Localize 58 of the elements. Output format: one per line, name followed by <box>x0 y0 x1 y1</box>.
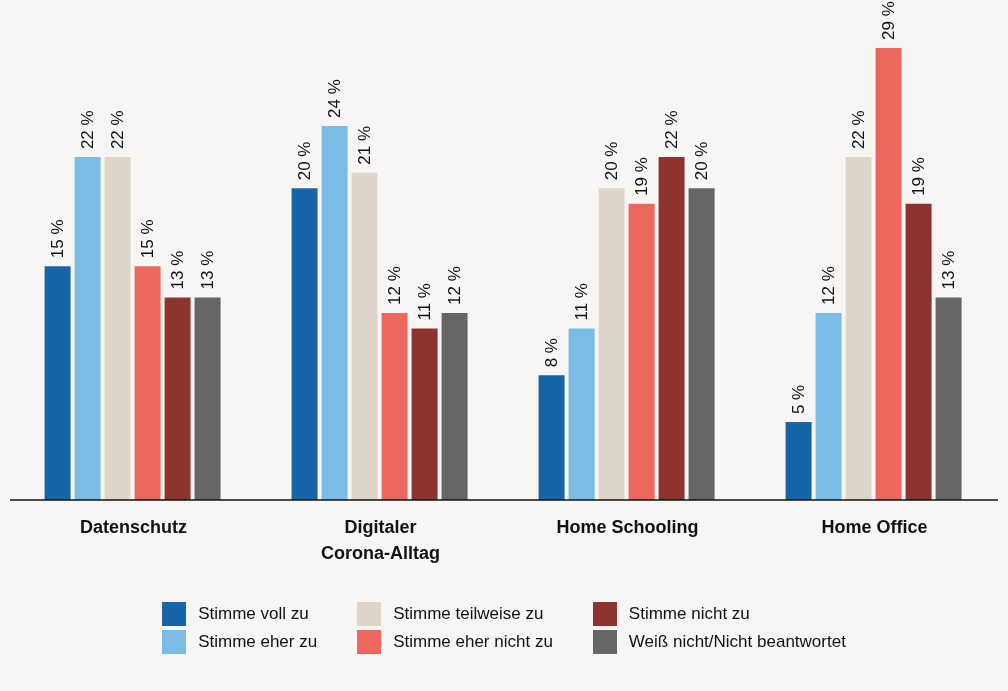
data-label: 22 % <box>662 110 682 150</box>
legend-label: Stimme nicht zu <box>628 604 750 624</box>
data-label: 24 % <box>325 79 345 118</box>
legend-label: Stimme voll zu <box>198 604 309 624</box>
bar <box>104 157 131 500</box>
data-label: 19 % <box>909 157 929 196</box>
x-tick-label: Digitaler Corona-Alltag <box>321 516 440 563</box>
data-label: 13 % <box>198 250 218 290</box>
legend-label: Stimme teilweise zu <box>393 604 544 624</box>
bar <box>44 266 71 500</box>
bar <box>194 297 221 500</box>
data-label: 12 % <box>445 266 465 305</box>
data-label: 11 % <box>415 283 435 321</box>
bar <box>875 48 902 500</box>
bar <box>321 125 348 500</box>
data-label: 12 % <box>385 266 405 305</box>
data-label: 8 % <box>542 338 562 368</box>
data-label: 19 % <box>632 157 652 196</box>
data-label: 22 % <box>78 110 98 150</box>
bar <box>381 312 408 500</box>
bar <box>905 203 932 500</box>
bar <box>568 328 595 500</box>
data-label: 13 % <box>939 250 959 290</box>
bar <box>935 297 962 500</box>
data-label: 20 % <box>602 141 622 181</box>
legend-label: Stimme eher zu <box>198 632 318 652</box>
x-tick-label: Home Schooling <box>556 516 699 537</box>
bar <box>658 157 685 500</box>
data-label: 22 % <box>108 110 128 150</box>
bar <box>134 266 161 500</box>
bar <box>291 188 318 500</box>
data-label: 13 % <box>168 250 188 290</box>
bar <box>538 375 565 500</box>
bar <box>164 297 191 500</box>
bar <box>845 157 872 500</box>
data-label: 5 % <box>789 384 809 415</box>
data-label: 22 % <box>849 110 869 150</box>
x-tick-label: Datenschutz <box>79 516 188 537</box>
data-label: 29 % <box>879 1 899 40</box>
bar <box>411 328 438 500</box>
data-label: 11 % <box>572 283 592 321</box>
bar <box>598 188 625 500</box>
bar <box>815 312 842 500</box>
data-label: 15 % <box>48 219 68 259</box>
x-tick-label: Home Office <box>821 516 928 537</box>
legend-label: Weiß nicht/Nicht beantwortet <box>628 632 846 652</box>
legend-label: Stimme eher nicht zu <box>393 632 553 652</box>
data-label: 21 % <box>355 125 375 165</box>
data-label: 20 % <box>295 141 315 181</box>
bar <box>351 172 378 500</box>
data-label: 20 % <box>692 141 712 181</box>
bar <box>688 188 715 500</box>
data-label: 15 % <box>138 219 158 259</box>
bar <box>74 157 101 500</box>
bar <box>628 203 655 500</box>
bar <box>441 312 468 500</box>
data-label: 12 % <box>819 266 839 305</box>
bar <box>785 422 812 500</box>
